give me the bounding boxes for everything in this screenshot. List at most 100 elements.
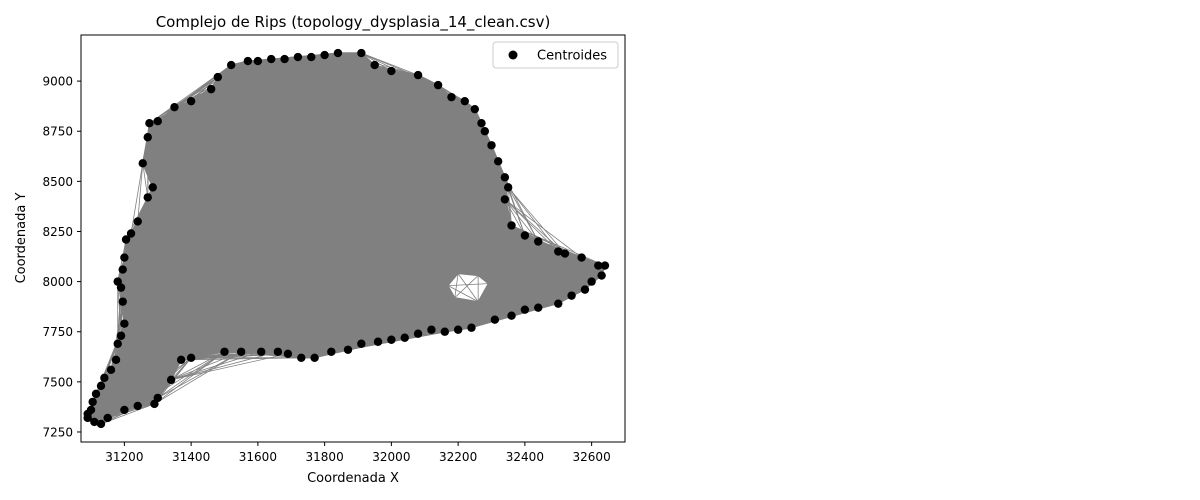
centroid-point [133, 217, 142, 226]
centroid-point [500, 173, 510, 182]
y-tick-label: 8750 [42, 125, 73, 139]
complex-edge [87, 379, 172, 419]
centroid-point [554, 247, 563, 256]
x-tick-label: 32000 [372, 450, 410, 464]
centroid-point [577, 253, 586, 262]
complex-edge [457, 273, 479, 302]
centroid-point [467, 323, 476, 332]
complex-edge [170, 351, 225, 381]
complex-edge [117, 343, 172, 381]
complex-edge [110, 369, 139, 407]
centroid-point [120, 319, 129, 328]
centroid-point [413, 329, 423, 338]
complex-edge [491, 145, 506, 200]
complex-edge [142, 100, 192, 164]
y-tick-label: 8500 [42, 175, 73, 189]
centroid-point [490, 315, 500, 324]
centroid-point [493, 157, 503, 166]
centroid-point [121, 235, 131, 244]
centroid-point [226, 60, 236, 70]
x-axis: 31200 31400 31600 31800 32000 32200 32400 32600 [105, 442, 611, 464]
complex-edge [538, 265, 606, 309]
centroid-point [560, 249, 570, 258]
centroid-point [500, 195, 510, 204]
complex-edge [157, 351, 225, 399]
complex-edge [507, 187, 559, 252]
centroid-point [113, 339, 122, 348]
plot-area [80, 34, 626, 443]
complex-edge [447, 285, 479, 303]
centroid-point [170, 102, 179, 112]
complex-edge [511, 253, 566, 316]
centroid-point [357, 339, 366, 348]
centroid-point [176, 355, 186, 364]
y-tick-label: 7250 [42, 425, 73, 439]
centroid-point [520, 305, 530, 314]
centroid-point [310, 353, 319, 362]
centroid-point [153, 117, 162, 126]
complex-edge [537, 265, 599, 308]
centroid-point [477, 119, 486, 128]
centroid-point [100, 373, 109, 383]
complex-edge [507, 187, 526, 236]
complex-edge [511, 241, 539, 316]
centroid-point [520, 231, 530, 240]
complex-edge [217, 52, 339, 78]
complex-edge [137, 379, 172, 407]
centroid-point [91, 389, 101, 399]
complex-edge [564, 253, 572, 296]
complex-edge [524, 257, 582, 310]
centroid-point [236, 347, 246, 356]
complex-edge [211, 58, 285, 90]
complex-edge [174, 64, 232, 108]
x-tick-label: 32200 [439, 450, 477, 464]
x-tick-label: 32400 [506, 450, 544, 464]
complex-edge [87, 409, 125, 419]
complex-edge [122, 301, 192, 359]
centroid-point [106, 365, 116, 375]
centroid-point [343, 345, 353, 354]
centroid-point [83, 413, 92, 423]
complex-edge [122, 301, 182, 361]
x-tick-label: 31600 [239, 450, 277, 464]
complex-edge [115, 359, 139, 407]
y-tick-label: 8250 [42, 225, 73, 239]
centroid-point [534, 237, 543, 246]
complex-edge [437, 84, 476, 110]
centroid-point [116, 331, 126, 340]
centroid-point [273, 347, 283, 356]
centroid-point [387, 66, 396, 76]
complex-edge [324, 54, 439, 86]
complex-edge [157, 351, 242, 399]
centroid-point [126, 229, 136, 238]
complex-edge [154, 351, 242, 405]
complex-edge [524, 253, 566, 310]
centroid-point [413, 70, 423, 80]
centroid-point [267, 54, 276, 64]
centroid-point [400, 333, 409, 342]
complex-edge [117, 343, 125, 410]
complex-edge [130, 163, 144, 234]
centroid-point [148, 183, 157, 192]
legend-marker [508, 50, 518, 60]
centroid-point [427, 325, 436, 334]
plot-frame [80, 34, 626, 443]
legend-box [492, 41, 619, 69]
complex-edge [124, 323, 225, 353]
y-axis: 7250 7500 7750 8000 8250 8500 8750 9000 [42, 75, 81, 439]
centroid-point [357, 48, 366, 58]
complex-edge [581, 257, 602, 276]
complex-edge [120, 335, 182, 361]
y-tick-label: 7500 [42, 375, 73, 389]
centroid-point [118, 297, 127, 306]
complex-edge [124, 323, 182, 361]
legend: Centroides [492, 41, 619, 69]
complex-edge [117, 343, 139, 407]
complex-edge [181, 353, 288, 361]
complex-edge [100, 409, 125, 425]
complex-edge [181, 357, 302, 361]
complex-edge [524, 235, 586, 290]
x-tick-label: 31800 [306, 450, 344, 464]
x-tick-label: 31400 [172, 450, 210, 464]
complex-edge [137, 359, 182, 407]
